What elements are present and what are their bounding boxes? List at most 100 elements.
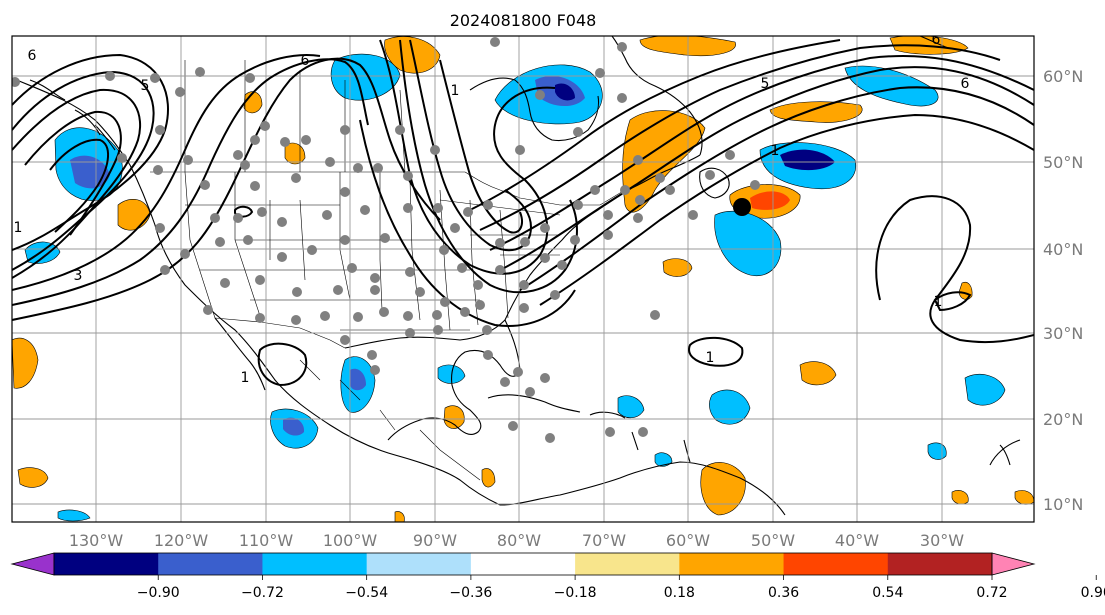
coast-gulf-of-mexico <box>344 319 521 441</box>
colorbar-tick-label: −0.90 <box>137 585 180 601</box>
shade-cyan-atlantic-mid <box>714 210 782 277</box>
contour-label: 5 <box>761 76 770 92</box>
lat-tick-label: 30°N <box>1043 324 1083 343</box>
contour-labels: 6 6 5 1 1 1 3 1 1 1 6 5 6 <box>14 32 970 386</box>
lon-tick-label: 30°W <box>920 531 964 550</box>
map-title: 2024081800 F048 <box>450 11 597 30</box>
lon-tick-label: 90°W <box>413 531 457 550</box>
colorbar-segment <box>679 553 785 575</box>
lat-tick-label: 50°N <box>1043 153 1083 172</box>
lat-tick-label: 40°N <box>1043 240 1083 259</box>
coast-newfoundland <box>699 167 730 199</box>
colorbar-segment <box>366 553 472 575</box>
colorbar-segment <box>158 553 263 575</box>
colorbar-segment <box>54 553 159 575</box>
lon-tick-label: 110°W <box>239 531 294 550</box>
lat-tick-label: 20°N <box>1043 410 1083 429</box>
contour-label: 5 <box>141 78 150 94</box>
shade-orange-small <box>394 511 405 522</box>
shade-orange-bc <box>243 91 263 114</box>
colorbar-tick-label: 0.36 <box>768 585 799 601</box>
colorbar-tick-label: −0.72 <box>241 585 284 601</box>
colorbar-tick-label: −0.36 <box>449 585 492 601</box>
colorbar-outline <box>53 552 993 576</box>
coast-cuba <box>487 394 581 413</box>
lon-tick-label: 70°W <box>582 531 626 550</box>
lon-tick-label: 100°W <box>323 531 378 550</box>
contour-label: 6 <box>961 76 970 92</box>
shade-orange-central-am <box>481 468 496 488</box>
shade-navy-hudson <box>555 83 575 101</box>
coast-lesser-antilles <box>631 431 691 463</box>
coast-africa-west <box>989 439 1021 466</box>
height-contours <box>12 39 1034 387</box>
shade-cyan-caribbean-w <box>617 395 645 419</box>
colorbar-tick-label: −0.54 <box>345 585 388 601</box>
colorbar-tick-label: 0.18 <box>664 585 695 601</box>
colorbar-segment <box>887 553 993 575</box>
colorbar-tick-label: 0.72 <box>976 585 1007 601</box>
shade-cyan-caribbean-e <box>709 389 751 425</box>
coast-baja <box>214 317 266 391</box>
shade-orange-yucatan <box>443 405 465 429</box>
contour-label: 1 <box>771 143 780 159</box>
shade-cyan-atlantic-s <box>964 374 1006 406</box>
lon-tick-label: 60°W <box>666 531 710 550</box>
shade-orange-atlantic-s <box>799 361 837 386</box>
colorbar-segment <box>262 553 368 575</box>
lon-tick-label: 130°W <box>69 531 124 550</box>
shade-blue-mexico <box>350 368 366 391</box>
shade-orange-atlantic-mid <box>662 258 693 277</box>
lat-tick-labels: 60°N 50°N 40°N 30°N 20°N 10°N <box>1043 67 1083 514</box>
colorbar-tick-labels: −0.90 −0.72 −0.54 −0.36 −0.18 0.18 0.36 0.54 0.7… <box>137 575 1105 601</box>
anomaly-shading <box>12 36 1034 522</box>
shade-orange-quebec <box>622 110 706 213</box>
contour-label: 1 <box>241 370 250 386</box>
map-panel: 6 6 5 1 1 1 3 1 1 1 6 5 6 <box>12 32 1034 522</box>
colorbar <box>10 552 1036 576</box>
lat-tick-label: 10°N <box>1043 495 1083 514</box>
contour-label: 6 <box>932 32 941 48</box>
colorbar-segment <box>783 553 889 575</box>
border-central-america <box>419 429 481 481</box>
contour-label: 3 <box>74 268 83 284</box>
shade-orange-pacific-s <box>17 467 49 488</box>
shade-orange-pacific-far <box>12 337 39 389</box>
lon-tick-label: 50°W <box>751 531 795 550</box>
shade-orange-atlantic-far-s <box>951 490 969 505</box>
contour-label: 1 <box>706 350 715 366</box>
colorbar-segment <box>470 553 576 575</box>
shade-cyan-pacific-s <box>57 509 91 522</box>
station-markers <box>12 37 760 443</box>
shade-cyan-s-caribbean <box>654 452 673 467</box>
lon-tick-label: 40°W <box>835 531 879 550</box>
political-boundaries <box>150 60 626 481</box>
coast-south-america <box>499 461 786 516</box>
contour-label: 6 <box>28 48 37 64</box>
lon-tick-label: 120°W <box>154 531 209 550</box>
coast-hispaniola <box>589 411 626 419</box>
lon-tick-labels: 130°W 120°W 110°W 100°W 90°W 80°W 70°W 6… <box>69 531 964 550</box>
coast-hudson-bay <box>469 77 600 142</box>
contour-label: 1 <box>14 220 23 236</box>
colorbar-tick-label: 0.54 <box>872 585 903 601</box>
map-frame <box>11 35 1035 523</box>
contour-label: 6 <box>301 53 310 69</box>
target-location-marker <box>733 198 751 216</box>
coast-alaska-islands <box>29 79 101 136</box>
colorbar-tick-label: −0.18 <box>554 585 597 601</box>
shade-navy-atlantic-low <box>780 149 835 171</box>
contour-label: 1 <box>934 294 943 310</box>
colorbar-arrow-high <box>991 552 1036 576</box>
border-canada-provinces <box>184 60 406 173</box>
colorbar-segment <box>575 553 680 575</box>
lat-tick-label: 60°N <box>1043 67 1083 86</box>
shade-cyan-cape-verde <box>927 442 947 460</box>
shade-red-grand-banks <box>750 191 790 210</box>
colorbar-arrow-low <box>10 552 55 576</box>
colorbar-tick-label: 0.90 <box>1081 585 1105 601</box>
shade-blue-pacific-mex <box>283 417 305 436</box>
lon-tick-label: 80°W <box>497 531 541 550</box>
contour-label: 1 <box>451 83 460 99</box>
